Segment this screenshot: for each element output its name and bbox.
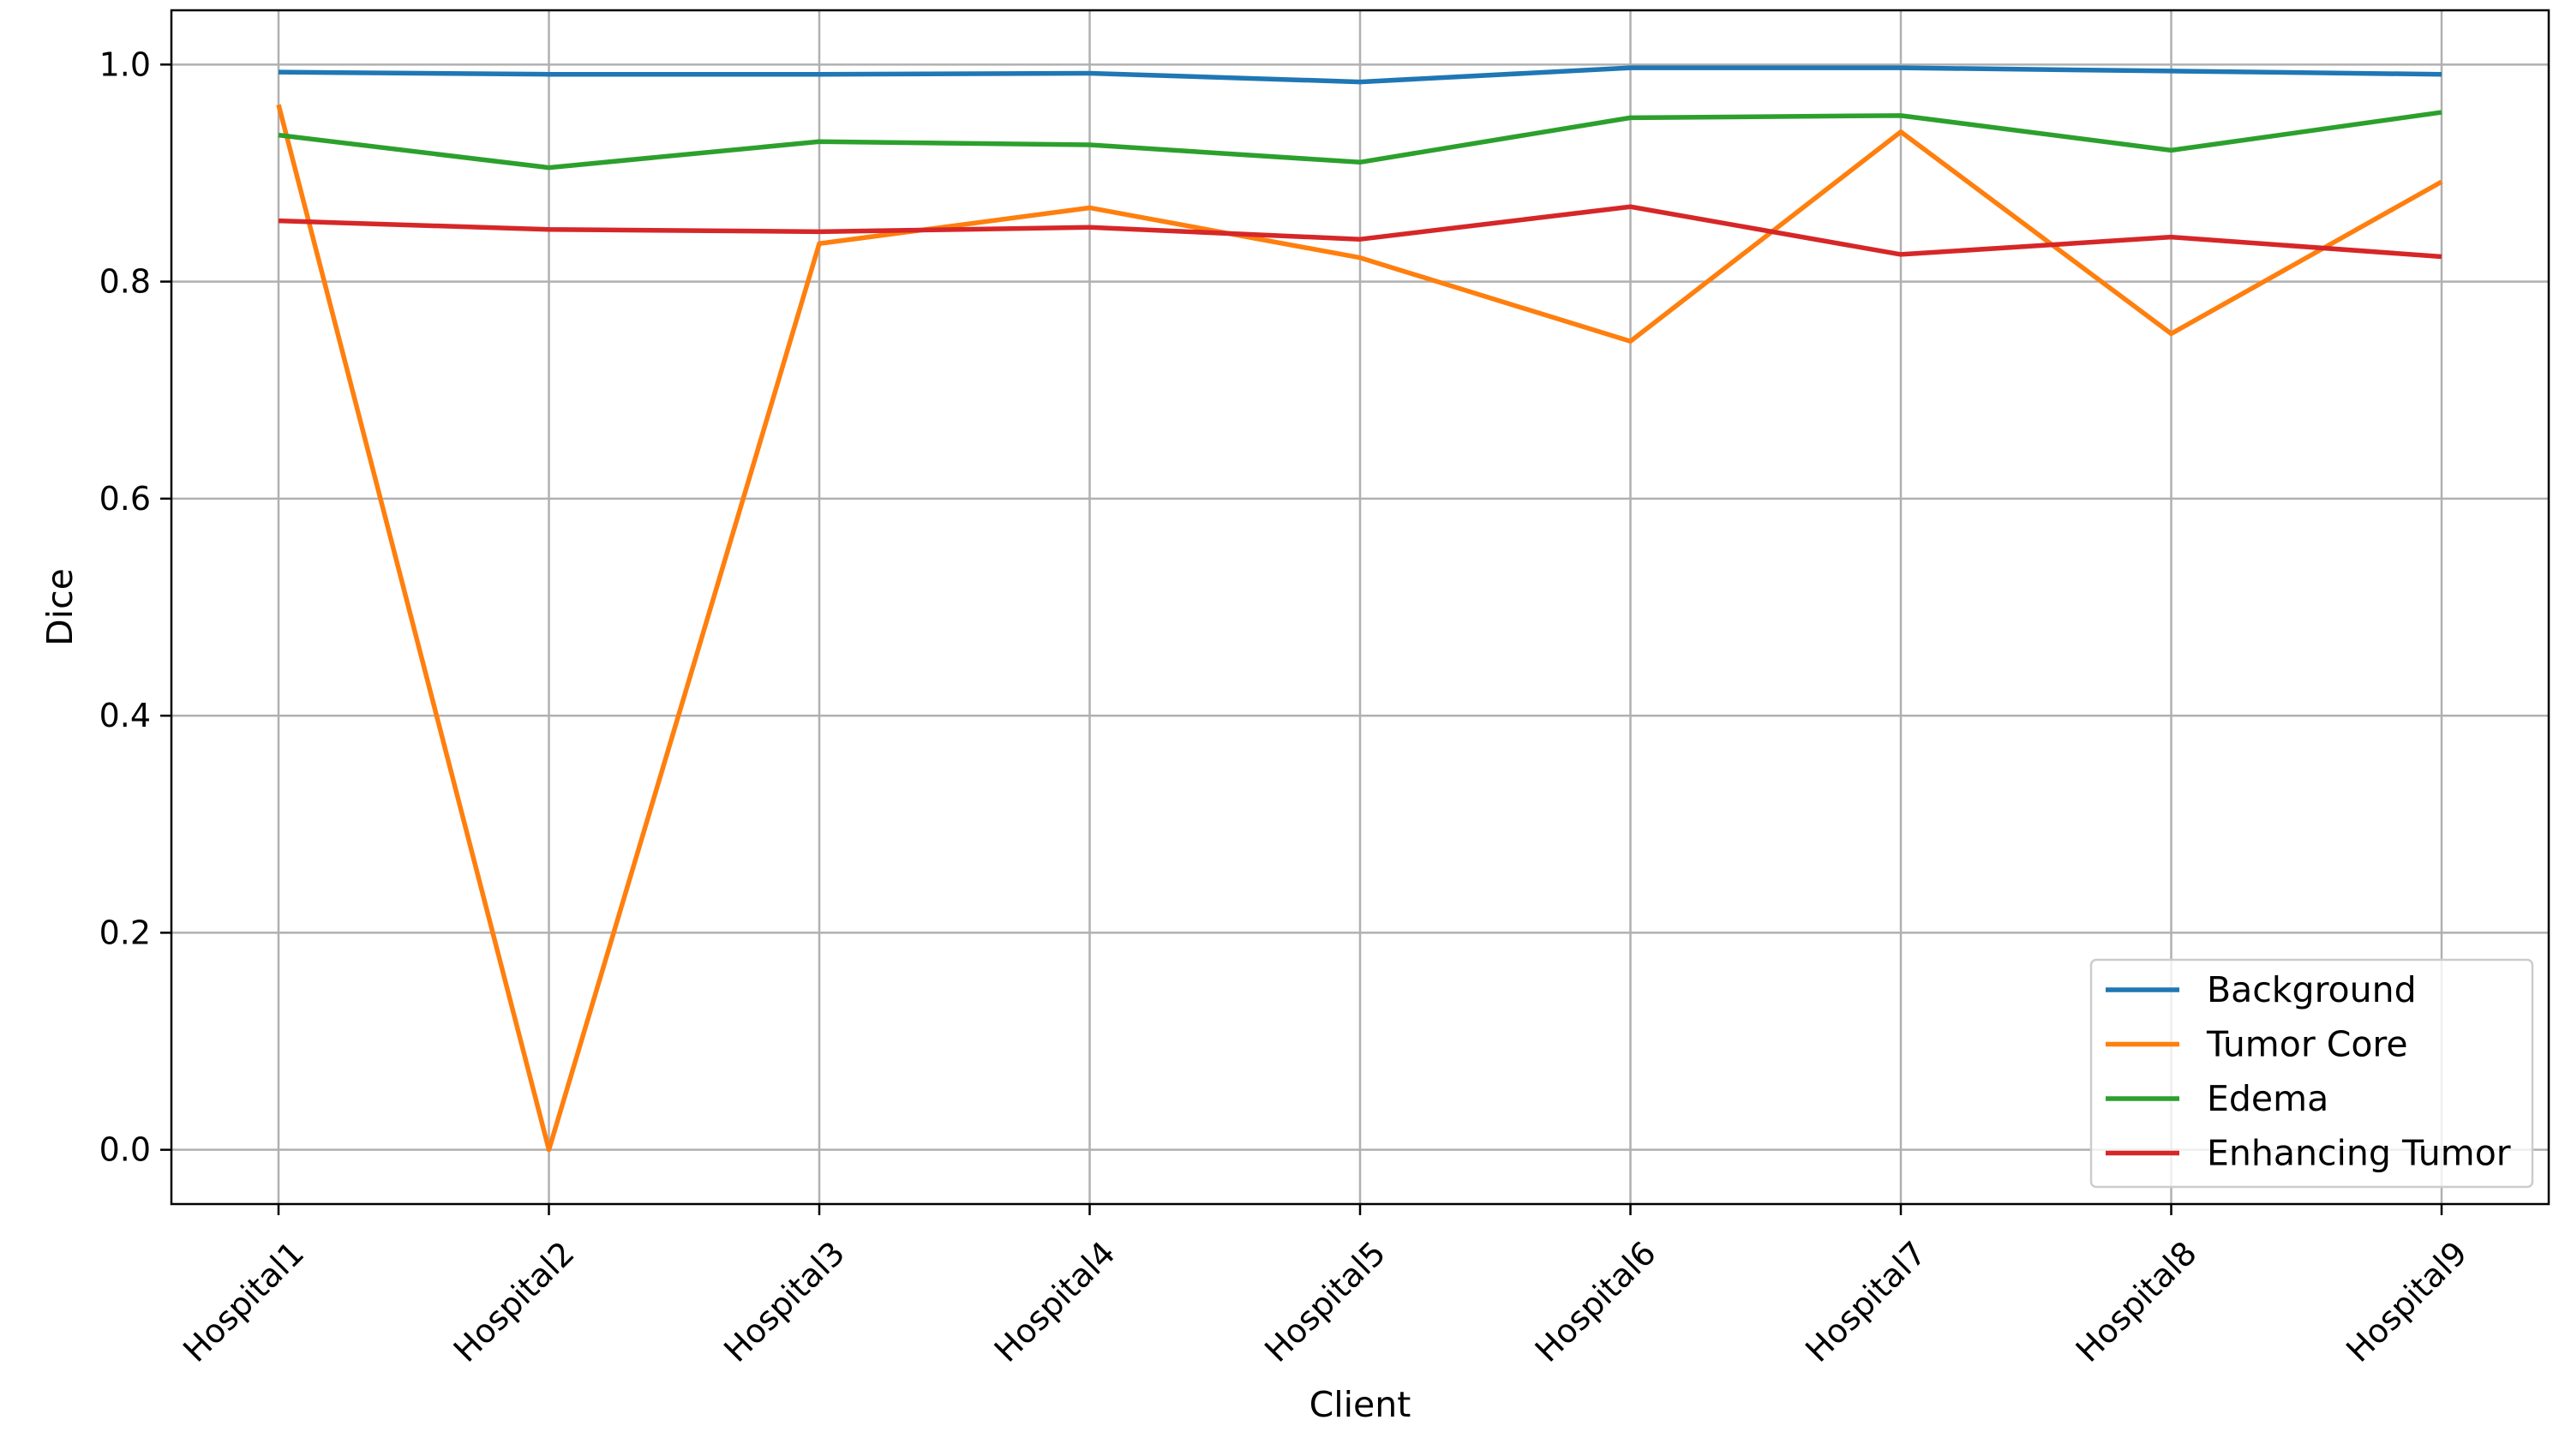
legend: Background Tumor Core Edema Enhancing Tumor [2089,958,2534,1189]
y-tick-label: 0.0 [99,1131,151,1169]
y-axis-label: Dice [39,568,81,646]
series-lines [276,65,2443,1153]
x-tick-label: Hospital9 [2339,1234,2474,1369]
legend-label: Tumor Core [2206,1024,2408,1065]
x-tick-label: Hospital8 [2069,1234,2204,1369]
legend-label: Edema [2207,1078,2328,1119]
legend-box [2089,958,2534,1189]
y-tick-label: 1.0 [99,45,151,83]
x-axis-label: Client [1309,1384,1411,1425]
series-line-tumor-core [276,104,2443,1153]
y-axis-ticks: 0.0 0.2 0.4 0.6 0.8 1.0 [99,45,171,1169]
series-line-enhancing-tumor [278,204,2442,260]
y-tick-label: 0.8 [99,263,151,301]
x-tick-label: Hospital7 [1798,1234,1933,1369]
series-line-edema [278,110,2442,171]
y-tick-label: 0.4 [99,697,151,734]
x-tick-label: Hospital2 [446,1234,582,1369]
y-tick-label: 0.2 [99,914,151,951]
legend-label: Background [2207,969,2417,1010]
x-tick-label: Hospital5 [1257,1234,1393,1369]
y-tick-label: 0.6 [99,480,151,518]
series-line-background [278,65,2442,85]
x-tick-label: Hospital3 [716,1234,852,1369]
x-tick-label: Hospital6 [1528,1234,1663,1369]
x-tick-label: Hospital1 [176,1234,311,1369]
x-tick-label: Hospital4 [987,1234,1123,1369]
x-axis-ticks: Hospital1 Hospital2 Hospital3 Hospital4 Hosp… [176,1204,2474,1369]
legend-label: Enhancing Tumor [2207,1133,2511,1174]
